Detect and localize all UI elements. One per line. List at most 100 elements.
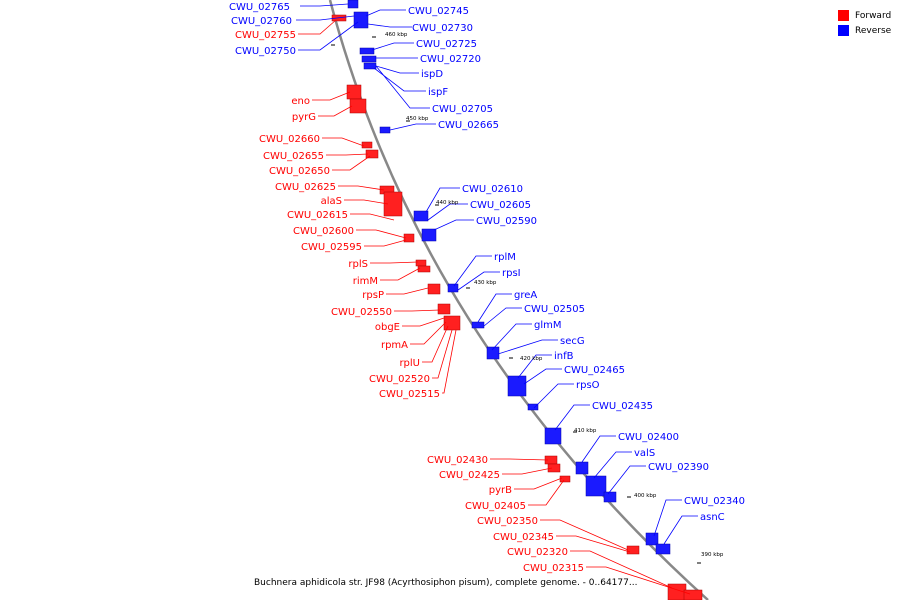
feature-block [626, 545, 640, 555]
reverse-gene-label: CWU_02505 [524, 304, 585, 315]
forward-gene-label: CWU_02315 [523, 563, 584, 574]
forward-gene-label: pyrB [489, 485, 512, 496]
forward-gene-label: CWU_02755 [235, 30, 296, 41]
reverse-connectors [296, 3, 698, 545]
forward-gene-label: CWU_02515 [379, 389, 440, 400]
forward-gene-label: CWU_02350 [477, 516, 538, 527]
feature-block [486, 346, 500, 360]
kbp-tick-label: 440 kbp [436, 200, 459, 206]
feature-block [645, 532, 659, 546]
forward-gene-label: CWU_02520 [369, 374, 430, 385]
reverse-gene-label: CWU_02465 [564, 365, 625, 376]
reverse-gene-label: glmM [534, 320, 562, 331]
forward-gene-label: CWU_02650 [269, 166, 330, 177]
reverse-gene-label: CWU_02435 [592, 401, 653, 412]
feature-block [683, 589, 703, 600]
kbp-tick-label: 460 kbp [385, 32, 408, 38]
forward-gene-label: CWU_02405 [465, 501, 526, 512]
reverse-swatch [838, 25, 849, 36]
reverse-gene-label: CWU_02730 [412, 23, 473, 34]
feature-block [527, 403, 539, 411]
reverse-features [347, 0, 671, 555]
forward-gene-label: rpmA [381, 340, 408, 351]
feature-block [359, 47, 375, 55]
reverse-gene-label: CWU_02750 [235, 46, 296, 57]
feature-block [655, 543, 671, 555]
feature-block [507, 375, 527, 397]
feature-block [415, 259, 427, 267]
feature-block [585, 475, 607, 497]
forward-gene-label: rimM [353, 276, 378, 287]
reverse-gene-label: CWU_02610 [462, 184, 523, 195]
feature-block [353, 11, 369, 29]
reverse-gene-label: CWU_02665 [438, 120, 499, 131]
kbp-tick-label: 390 kbp [701, 552, 724, 558]
feature-block [379, 126, 391, 134]
forward-gene-label: alaS [321, 196, 342, 207]
reverse-gene-label: ispD [421, 69, 443, 80]
reverse-gene-label: infB [554, 351, 574, 362]
feature-block [421, 228, 437, 242]
legend-forward-label: Forward [855, 10, 892, 21]
reverse-gene-label: CWU_02745 [408, 6, 469, 17]
forward-gene-label: rplU [399, 358, 420, 369]
forward-gene-label: CWU_02615 [287, 210, 348, 221]
kbp-tick-label: 400 kbp [634, 493, 657, 499]
forward-gene-label: CWU_02595 [301, 242, 362, 253]
reverse-gene-label: secG [560, 336, 585, 347]
feature-block [559, 475, 571, 483]
feature-block [447, 283, 459, 293]
forward-gene-label: rplS [348, 259, 368, 270]
kbp-tick-label: 450 kbp [406, 116, 429, 122]
forward-gene-label: CWU_02430 [427, 455, 488, 466]
legend-forward: Forward [838, 8, 891, 23]
kbp-tick-label: 420 kbp [520, 356, 543, 362]
reverse-gene-label: CWU_02725 [416, 39, 477, 50]
kbp-tick-label: 430 kbp [474, 280, 497, 286]
forward-gene-label: CWU_02320 [507, 547, 568, 558]
forward-connectors [298, 19, 691, 595]
forward-gene-label: CWU_02660 [259, 134, 320, 145]
legend-reverse: Reverse [838, 23, 891, 38]
reverse-gene-label: CWU_02340 [684, 496, 745, 507]
backbone-ticks [331, 36, 701, 564]
kbp-tick-labels: 460 kbp 450 kbp 440 kbp 430 kbp 420 kbp 410 k… [385, 32, 724, 558]
forward-gene-label: obgE [375, 322, 400, 333]
feature-block [417, 265, 431, 273]
feature-block [427, 283, 441, 295]
forward-gene-label: CWU_02345 [493, 532, 554, 543]
kbp-tick-label: 410 kbp [574, 428, 597, 434]
reverse-gene-label: CWU_02705 [432, 104, 493, 115]
feature-block [361, 141, 373, 149]
feature-block [575, 461, 589, 475]
forward-gene-label: pyrG [292, 112, 316, 123]
genome-caption: Buchnera aphidicola str. JF98 (Acyrthosi… [254, 578, 638, 588]
forward-gene-label: CWU_02425 [439, 470, 500, 481]
reverse-gene-label: greA [514, 290, 537, 301]
reverse-gene-label: rplM [494, 252, 516, 263]
reverse-gene-label: CWU_02590 [476, 216, 537, 227]
feature-block [413, 210, 429, 222]
reverse-gene-label: asnC [700, 512, 725, 523]
reverse-gene-label: CWU_02720 [420, 54, 481, 65]
reverse-gene-label: rpsO [576, 380, 600, 391]
feature-block [547, 463, 561, 473]
feature-block [361, 55, 377, 63]
feature-block [347, 0, 359, 9]
legend-reverse-label: Reverse [855, 25, 892, 36]
forward-gene-label: CWU_02655 [263, 151, 324, 162]
reverse-gene-label: rpsI [502, 268, 521, 279]
reverse-gene-label: CWU_02605 [470, 200, 531, 211]
reverse-gene-label: CWU_02760 [231, 16, 292, 27]
forward-gene-label: CWU_02550 [331, 307, 392, 318]
legend: Forward Reverse [838, 8, 891, 38]
reverse-gene-label: CWU_02765 [229, 2, 290, 13]
forward-gene-label: CWU_02625 [275, 182, 336, 193]
reverse-gene-label: ispF [428, 87, 448, 98]
forward-gene-label: eno [291, 96, 310, 107]
feature-block [403, 233, 415, 243]
forward-swatch [838, 10, 849, 21]
feature-block [349, 98, 367, 114]
feature-block [383, 191, 403, 217]
